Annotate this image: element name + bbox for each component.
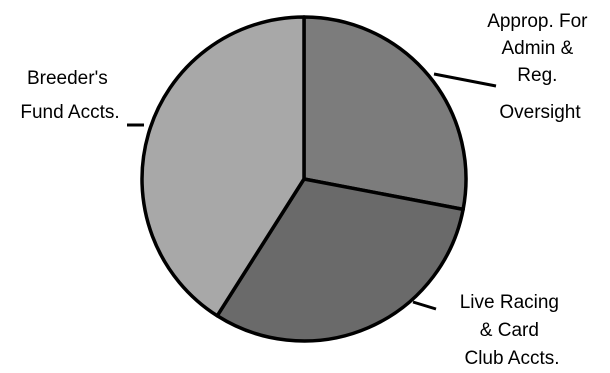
slice-label-breeders-fund: Breeder's Fund Accts.: [20, 68, 119, 123]
slice-admin-oversight: [302, 15, 468, 212]
leader-lines: [127, 72, 497, 311]
slice-label-live-racing: Live Racing & Card Club Accts.: [460, 292, 565, 369]
leader-admin-oversight: [433, 72, 497, 88]
pie-slices: [140, 15, 468, 343]
leader-live-racing: [412, 300, 437, 311]
slice-label-admin-oversight: Approp. For Admin & Reg. Oversight: [487, 11, 593, 123]
slice-breeders-fund: [140, 15, 306, 318]
